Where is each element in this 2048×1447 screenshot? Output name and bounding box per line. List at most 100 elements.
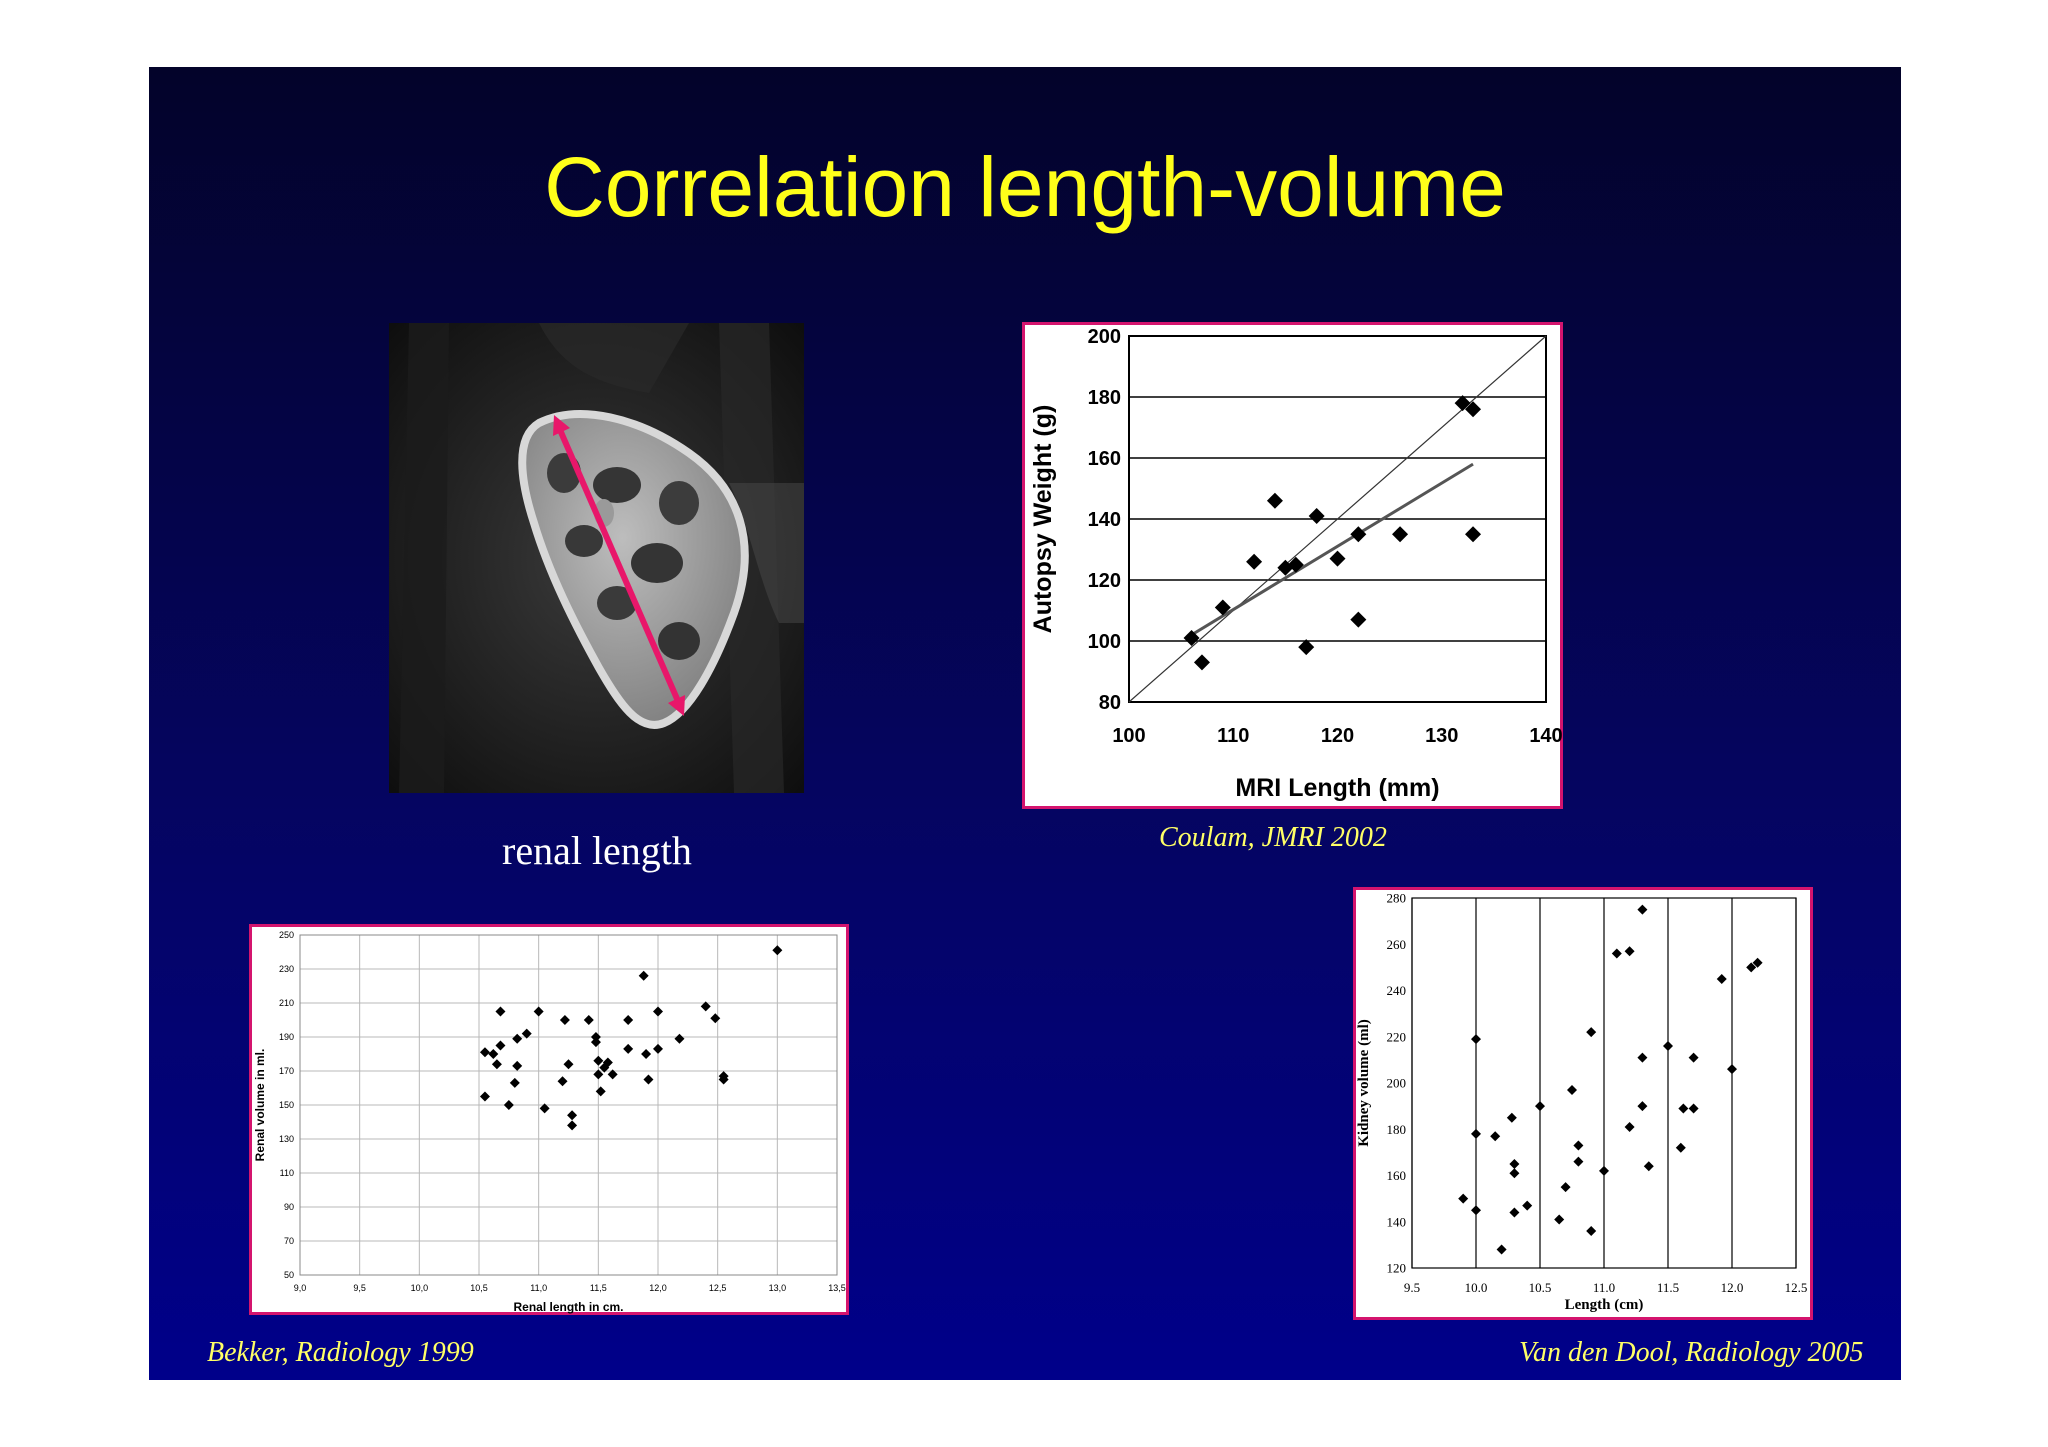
data-point [1506,1112,1517,1123]
data-point [772,945,783,956]
data-point [1535,1101,1545,1112]
x-tick-label: 11,5 [590,1283,607,1293]
y-tick-label: 110 [280,1168,294,1178]
x-tick-label: 12.5 [1785,1280,1808,1295]
data-point [479,1091,490,1102]
data-point [1637,1052,1648,1063]
y-tick-label: 180 [1088,387,1121,409]
data-point [718,1074,729,1085]
data-point [521,1028,532,1039]
x-tick-label: 10,5 [470,1283,488,1293]
caption-bekker: Bekker, Radiology 1999 [207,1337,474,1368]
x-tick-label: 13,5 [828,1283,846,1293]
identity-line [1128,335,1547,703]
data-point [1465,526,1482,543]
data-point [1471,1128,1481,1139]
data-point [1214,599,1231,616]
y-tick-label: 150 [279,1100,294,1110]
data-point [1752,957,1763,968]
data-point [1573,1156,1584,1167]
data-point [583,1015,594,1025]
data-point [1716,973,1727,984]
data-point [1688,1103,1699,1114]
y-tick-label: 130 [279,1134,294,1144]
y-tick-label: 90 [284,1202,294,1212]
y-tick-label: 120 [1387,1261,1407,1276]
y-tick-label: 220 [1387,1029,1407,1044]
y-axis-label: Kidney volume (ml) [1356,1019,1372,1147]
data-point [641,1049,652,1059]
data-point [590,1032,601,1042]
data-point [700,1001,711,1012]
data-point [1458,1193,1469,1204]
y-tick-label: 170 [279,1066,294,1076]
data-point [1586,1027,1597,1038]
data-point [1329,550,1346,567]
plot-border [1411,897,1797,1269]
x-tick-label: 9,0 [294,1283,307,1293]
data-point [1277,559,1294,576]
y-tick-label: 50 [284,1270,294,1280]
renal-length-label: renal length [502,828,692,873]
data-point [557,1076,568,1087]
y-tick-label: 210 [279,998,294,1008]
y-tick-label: 160 [1387,1168,1407,1183]
x-tick-label: 110 [1217,725,1249,747]
x-tick-label: 9,5 [353,1283,366,1293]
y-axis-label: Autopsy Weight (g) [1029,405,1057,634]
data-point [1350,611,1367,628]
y-tick-label: 200 [1088,326,1121,348]
data-point [509,1077,520,1088]
data-point [1350,526,1367,543]
y-tick-label: 190 [279,1032,294,1042]
x-tick-label: 12,5 [709,1283,727,1293]
x-axis-label: Renal length in cm. [513,1300,623,1314]
data-point [1611,948,1622,959]
y-tick-label: 100 [1088,631,1121,653]
data-point [1509,1158,1520,1169]
data-point [1193,654,1210,671]
data-point [643,1074,654,1085]
data-point [567,1110,578,1121]
data-point [1246,553,1263,570]
caption-vandendool: Van den Dool, Radiology 2005 [1519,1337,1864,1368]
y-tick-label: 200 [1387,1076,1407,1091]
y-tick-label: 280 [1387,891,1407,906]
slide: Correlation length-volume [149,67,1901,1380]
x-tick-label: 10.0 [1465,1280,1488,1295]
data-point [599,1062,610,1073]
y-tick-label: 70 [284,1236,294,1246]
data-point [1496,1244,1507,1255]
x-tick-label: 13,0 [769,1283,787,1293]
x-tick-label: 12.0 [1721,1280,1744,1295]
data-point [1560,1182,1571,1193]
data-point [1573,1140,1584,1151]
data-point [1637,904,1648,915]
data-point [1509,1168,1520,1179]
x-tick-label: 130 [1425,725,1458,747]
data-point [1183,629,1200,646]
plot-border [299,934,838,1276]
x-tick-label: 10.5 [1529,1280,1552,1295]
y-axis-label: Renal volume in ml. [253,1049,267,1162]
data-point [1746,962,1757,973]
y-tick-label: 240 [1387,983,1407,998]
data-point [674,1033,685,1044]
mri-kidney-image [389,323,804,793]
y-tick-label: 120 [1088,570,1121,592]
plot-border [1128,335,1547,703]
data-point [593,1069,604,1080]
data-point [1465,401,1482,418]
slide-title: Correlation length-volume [544,140,1506,234]
data-point [602,1057,613,1068]
data-point [593,1055,604,1066]
data-point [1599,1165,1609,1176]
y-tick-label: 140 [1088,509,1121,531]
y-tick-label: 260 [1387,937,1407,952]
data-point [563,1059,574,1070]
x-tick-label: 100 [1112,725,1145,747]
caption-coulam: Coulam, JMRI 2002 [1159,822,1387,853]
data-point [479,1047,490,1058]
data-point [1490,1131,1501,1142]
regression-line [1190,462,1474,637]
